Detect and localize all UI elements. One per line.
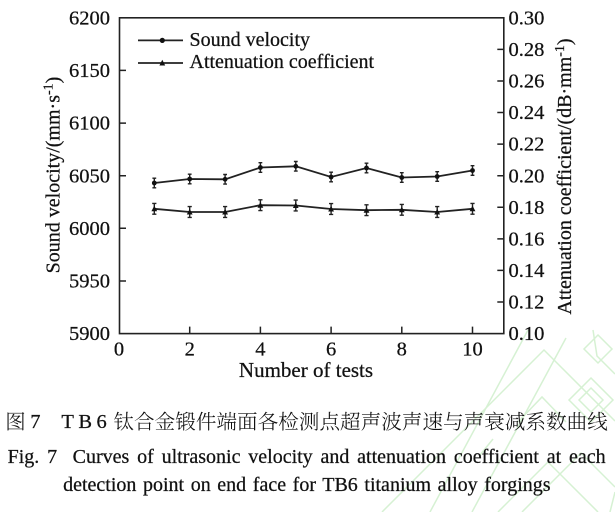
svg-text:6000: 6000 (69, 218, 110, 240)
svg-text:6150: 6150 (69, 60, 110, 82)
svg-text:8: 8 (397, 339, 407, 361)
svg-text:10: 10 (462, 339, 483, 361)
svg-text:Sound velocity/(mm·s-1): Sound velocity/(mm·s-1) (41, 77, 65, 274)
svg-text:Attenuation coefficient/(dB·mm: Attenuation coefficient/(dB·mm-1) (553, 38, 577, 314)
svg-text:0.26: 0.26 (509, 71, 545, 93)
svg-text:6100: 6100 (69, 113, 110, 135)
svg-text:5950: 5950 (69, 271, 110, 293)
svg-text:6: 6 (326, 339, 336, 361)
svg-text:0: 0 (114, 339, 124, 361)
svg-text:Sound velocity: Sound velocity (190, 29, 311, 51)
svg-text:7: 7 (30, 411, 40, 433)
svg-text:0.20: 0.20 (509, 165, 545, 187)
svg-text:0.24: 0.24 (509, 102, 545, 124)
svg-text:TB6: TB6 (61, 411, 106, 433)
svg-text:2: 2 (185, 339, 195, 361)
svg-text:detection point on end face fo: detection point on end face for TB6 tita… (63, 474, 551, 496)
svg-text:0.14: 0.14 (509, 260, 545, 282)
svg-text:0.10: 0.10 (509, 323, 545, 345)
svg-text:0.30: 0.30 (509, 7, 545, 29)
svg-text:6200: 6200 (69, 7, 110, 29)
svg-text:0.22: 0.22 (509, 134, 545, 156)
svg-text:4: 4 (255, 339, 265, 361)
svg-text:6050: 6050 (69, 165, 110, 187)
svg-text:0.18: 0.18 (509, 197, 545, 219)
svg-text:Attenuation coefficient: Attenuation coefficient (190, 51, 375, 73)
svg-text:5900: 5900 (69, 323, 110, 345)
svg-text:0.12: 0.12 (509, 292, 545, 314)
svg-text:0.28: 0.28 (509, 39, 545, 61)
svg-text:Number of tests: Number of tests (239, 358, 373, 382)
svg-text:Fig. 7 Curves of ultrasonic v: Fig. 7 Curves of ultrasonic velocity and… (8, 446, 606, 468)
svg-text:0.16: 0.16 (509, 229, 545, 251)
